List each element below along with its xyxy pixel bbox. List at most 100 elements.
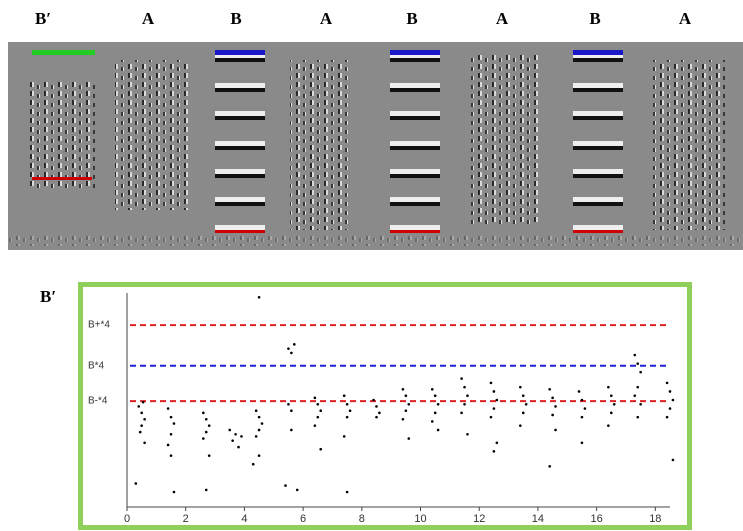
segment-label: A [679,9,692,28]
point [138,430,142,434]
point [254,409,258,413]
point [609,411,613,415]
point [407,437,411,440]
point [251,462,255,466]
point [554,405,557,408]
point [548,465,551,468]
point [345,402,349,406]
point [257,428,261,432]
point [430,420,434,423]
x-tick-label: 12 [473,513,485,525]
point [169,432,173,436]
point [401,388,405,391]
x-tick-label: 2 [183,513,189,525]
point [257,295,261,299]
point [639,370,642,374]
point [463,402,466,406]
point [433,411,437,415]
point [345,490,349,494]
point [639,402,642,406]
point [316,402,320,406]
point [436,402,440,406]
point [134,482,138,485]
point [293,343,296,346]
point [228,428,232,432]
point [495,441,499,445]
point [580,441,584,445]
point [202,411,205,415]
point [140,411,143,415]
point [463,385,466,389]
spectrogram [8,42,743,250]
point [607,385,610,389]
point [257,454,261,457]
point [668,407,672,410]
point [172,490,176,494]
point [202,437,205,440]
x-tick-label: 14 [532,513,544,525]
point [204,488,208,492]
point [466,432,469,436]
point [378,411,381,415]
point [633,394,637,398]
x-tick-label: 10 [414,513,426,525]
point [466,394,469,398]
point [492,450,496,453]
x-tick-label: 8 [359,513,365,525]
point [404,409,408,413]
reference-label: B+*4 [88,320,110,331]
point [143,441,146,445]
x-tick-label: 6 [300,513,306,525]
point [671,398,675,402]
point [460,377,463,380]
x-tick-label: 16 [590,513,602,525]
point [231,439,234,442]
point [577,390,581,393]
point [665,381,669,385]
segment-label: B [589,9,600,28]
point [430,388,434,391]
point [554,428,557,432]
point [668,390,672,393]
point [237,445,240,449]
x-tick-label: 0 [124,513,130,525]
point [580,415,584,419]
point [204,430,208,434]
point [551,413,554,417]
point [433,394,437,398]
point [375,405,378,408]
point [636,415,640,419]
point [240,435,243,438]
x-tick-label: 18 [649,513,661,525]
point [521,411,525,415]
segment-label: B′ [35,9,51,28]
point [234,432,237,436]
point [607,424,610,427]
point [633,353,637,357]
point [345,415,349,419]
point [404,394,408,398]
point [319,409,323,413]
x-tick-label: 4 [241,513,247,525]
point [295,488,299,492]
point [319,447,323,451]
point [519,385,522,389]
point [671,458,675,462]
point [287,347,290,350]
point [290,409,293,413]
point [548,388,551,391]
point [141,400,145,404]
point [342,394,346,398]
point [348,409,352,413]
segment-label: A [142,9,155,28]
point [460,411,463,415]
point [401,417,405,421]
point [521,394,525,398]
point [207,454,211,457]
point [489,381,493,385]
point [583,407,587,410]
point [495,398,499,402]
point [140,424,143,427]
panel-label: B′ [40,287,56,306]
